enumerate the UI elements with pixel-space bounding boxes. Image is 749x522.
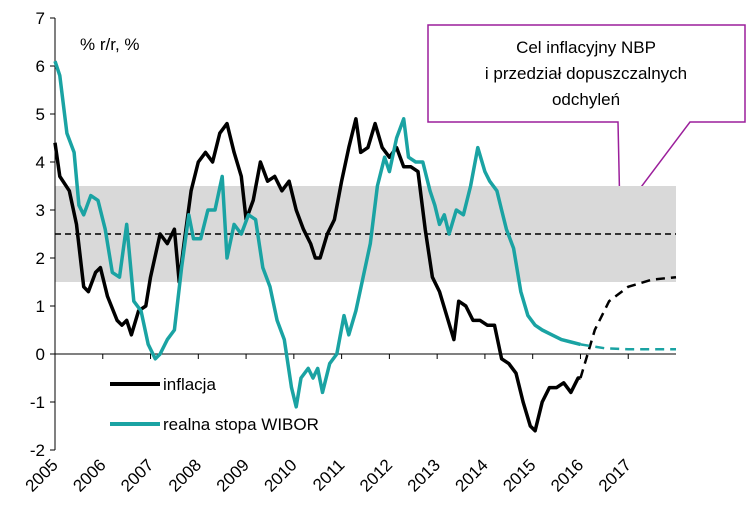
x-tick-label: 2017	[595, 455, 635, 495]
y-tick-label: -1	[30, 393, 45, 412]
legend-label: inflacja	[163, 375, 216, 394]
annotation-line: i przedział dopuszczalnych	[485, 64, 687, 83]
y-tick-label: 1	[36, 297, 45, 316]
y-tick-label: -2	[30, 441, 45, 460]
x-tick-label: 2007	[117, 455, 157, 495]
y-tick-label: 3	[36, 201, 45, 220]
y-tick-label: 0	[36, 345, 45, 364]
x-tick-label: 2009	[213, 455, 253, 495]
x-tick-label: 2008	[165, 455, 205, 495]
annotation: Cel inflacyjny NBP i przedział dopuszczal…	[485, 38, 687, 109]
y-tick-label: 2	[36, 249, 45, 268]
y-tick-label: 7	[36, 9, 45, 28]
forecast-line	[579, 275, 677, 379]
x-tick-label: 2015	[499, 455, 539, 495]
x-tick-label: 2013	[404, 455, 444, 495]
annotation-line: odchyleń	[552, 90, 620, 109]
series-line	[53, 117, 581, 433]
y-tick-label: 4	[36, 153, 45, 172]
callout-box	[427, 24, 746, 218]
x-tick-label: 2006	[69, 455, 109, 495]
x-tick-label: 2011	[309, 455, 348, 494]
y-axis-label: % r/r, %	[80, 35, 140, 54]
y-tick-label: 5	[36, 105, 45, 124]
series-line	[53, 60, 581, 409]
x-tick-label: 2016	[547, 455, 587, 495]
forecast-line	[580, 343, 676, 351]
legend-label: realna stopa WIBOR	[163, 415, 319, 434]
y-tick-label: 6	[36, 57, 45, 76]
x-tick-label: 2010	[260, 455, 300, 495]
x-tick-label: 2005	[22, 455, 62, 495]
annotation-line: Cel inflacyjny NBP	[516, 38, 656, 57]
x-tick-label: 2014	[452, 455, 492, 495]
x-tick-label: 2012	[356, 455, 396, 495]
